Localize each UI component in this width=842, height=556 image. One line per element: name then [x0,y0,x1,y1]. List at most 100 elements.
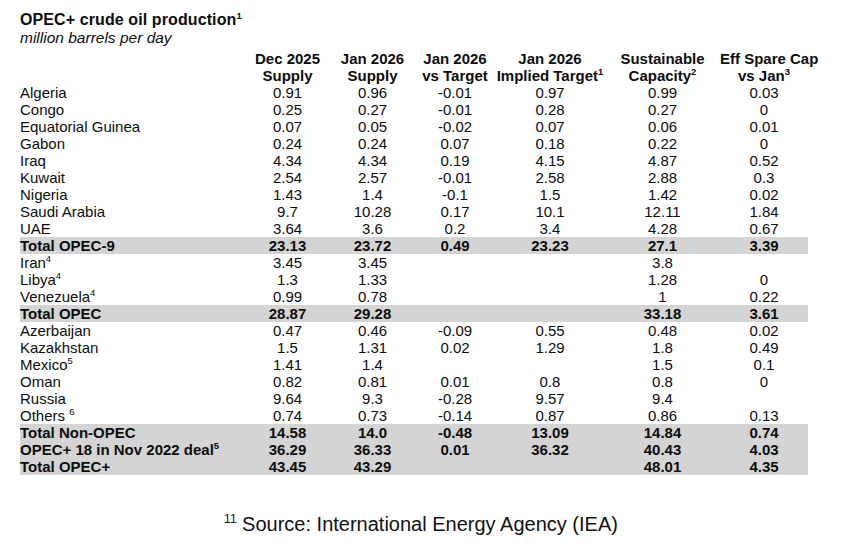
value-cell: 1.4 [330,356,415,373]
value-cell: 0.91 [245,84,330,101]
value-cell [415,271,495,288]
value-cell: 0.19 [415,152,495,169]
value-cell [720,390,808,407]
value-cell: 1.33 [330,271,415,288]
value-cell: 1.8 [605,339,720,356]
table-row: Others 60.740.73-0.140.870.860.13 [20,407,808,424]
value-cell: 4.87 [605,152,720,169]
value-cell: 0.67 [720,220,808,237]
country-name-cell: Libya4 [20,271,245,288]
value-cell: 12.11 [605,203,720,220]
value-cell: 23.72 [330,237,415,254]
value-cell: 0.02 [720,322,808,339]
value-cell: 0.8 [605,373,720,390]
value-cell: 9.7 [245,203,330,220]
value-cell: 0 [720,135,808,152]
value-cell: 0.46 [330,322,415,339]
figure-title: OPEC+ crude oil production1 [20,11,842,29]
table-row: Iran43.453.453.8 [20,254,808,271]
value-cell: 27.1 [605,237,720,254]
value-cell: 9.4 [605,390,720,407]
value-cell: 0.87 [495,407,605,424]
country-name-cell: Algeria [20,84,245,101]
column-header-2: Jan 2026Supply [330,51,415,84]
row-footnote-marker: 4 [56,270,61,281]
value-cell [495,288,605,305]
value-cell: -0.02 [415,118,495,135]
value-cell: 1.5 [495,186,605,203]
country-name-cell: Oman [20,373,245,390]
table-row: Equatorial Guinea0.070.05-0.020.070.060.… [20,118,808,135]
value-cell: 0.24 [330,135,415,152]
country-name-cell: Azerbaijan [20,322,245,339]
value-cell: 0.99 [245,288,330,305]
table-row: Russia9.649.3-0.289.579.4 [20,390,808,407]
value-cell [495,458,605,475]
value-cell: 14.84 [605,424,720,441]
value-cell: 0.8 [495,373,605,390]
value-cell: 0.07 [245,118,330,135]
value-cell: 4.15 [495,152,605,169]
header-footnote-marker: 2 [691,66,696,77]
value-cell: 14.0 [330,424,415,441]
country-name-cell: Equatorial Guinea [20,118,245,135]
value-cell: 1.43 [245,186,330,203]
value-cell: 0.24 [245,135,330,152]
value-cell: 0.49 [720,339,808,356]
value-cell: 9.64 [245,390,330,407]
table-body: Algeria0.910.96-0.010.970.990.03Congo0.2… [20,84,808,475]
value-cell: 3.39 [720,237,808,254]
value-cell: 43.45 [245,458,330,475]
value-cell: 0.22 [605,135,720,152]
value-cell: -0.14 [415,407,495,424]
value-cell: -0.48 [415,424,495,441]
value-cell: 23.23 [495,237,605,254]
value-cell: 33.18 [605,305,720,322]
row-footnote-marker: 4 [46,253,51,264]
value-cell: 3.45 [245,254,330,271]
value-cell: 0.86 [605,407,720,424]
table-row: Mexico51.411.41.50.1 [20,356,808,373]
value-cell: 0.74 [245,407,330,424]
value-cell: 1.41 [245,356,330,373]
value-cell: 2.58 [495,169,605,186]
value-cell: -0.01 [415,169,495,186]
value-cell: 1.3 [245,271,330,288]
value-cell: 4.35 [720,458,808,475]
value-cell: 0.49 [415,237,495,254]
value-cell: -0.28 [415,390,495,407]
value-cell [415,356,495,373]
value-cell: 0.81 [330,373,415,390]
table-row: Nigeria1.431.4-0.11.51.420.02 [20,186,808,203]
value-cell: 0.01 [720,118,808,135]
value-cell [495,305,605,322]
country-name-cell: Total Non-OPEC [20,424,245,441]
value-cell: 0.74 [720,424,808,441]
country-name-cell: Kazakhstan [20,339,245,356]
value-cell: 0.97 [495,84,605,101]
country-name-cell: UAE [20,220,245,237]
table-row: Gabon0.240.240.070.180.220 [20,135,808,152]
value-cell: 1.5 [605,356,720,373]
value-cell: 0.27 [330,101,415,118]
table-row: Libya41.31.331.280 [20,271,808,288]
source-footnote-marker: 11 [224,512,236,526]
column-header-4: Jan 2026Implied Target1 [495,51,605,84]
value-cell [415,458,495,475]
table-row: Kuwait2.542.57-0.012.582.880.3 [20,169,808,186]
country-name-cell: Saudi Arabia [20,203,245,220]
column-header-3: Jan 2026vs Target [415,51,495,84]
column-header-6: Eff Spare Capvs Jan3 [720,51,808,84]
source-footnote: 11 Source: International Energy Agency (… [20,512,822,536]
table-row: Venezuela40.990.7810.22 [20,288,808,305]
value-cell: 0.01 [415,373,495,390]
value-cell: 0.73 [330,407,415,424]
value-cell: 36.33 [330,441,415,458]
opec-production-figure: OPEC+ crude oil production1 million barr… [0,0,842,556]
column-header-5: SustainableCapacity2 [605,51,720,84]
source-footnote-text: Source: International Energy Agency (IEA… [237,513,618,535]
figure-title-text: OPEC+ crude oil production [20,11,236,28]
value-cell: 36.32 [495,441,605,458]
row-footnote-marker: 4 [90,287,95,298]
value-cell: 10.28 [330,203,415,220]
